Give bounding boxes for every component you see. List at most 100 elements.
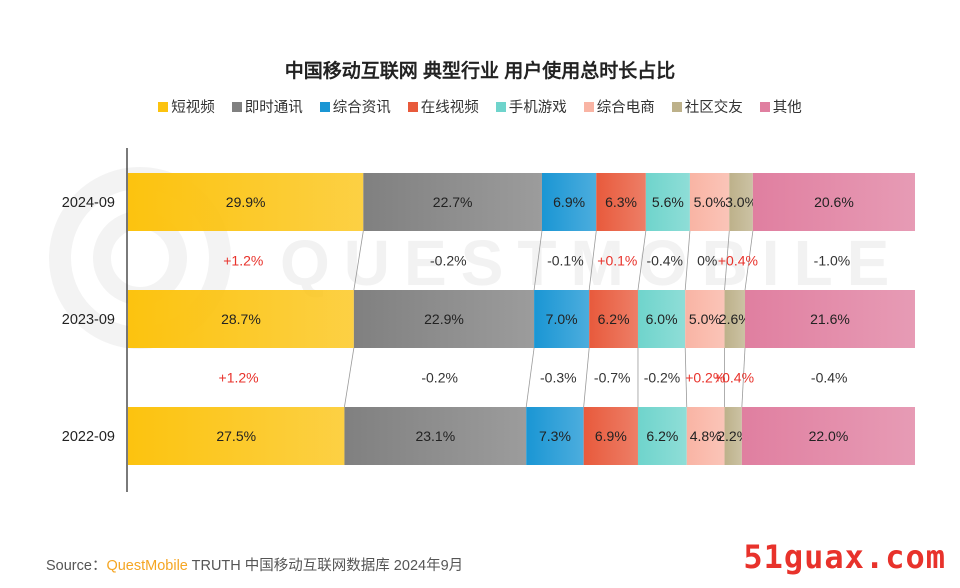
data-label: 22.9% (424, 311, 464, 327)
data-label: 27.5% (216, 428, 256, 444)
bar-segment (534, 290, 590, 348)
legend-label: 即时通讯 (244, 100, 303, 116)
data-label: 22.0% (809, 428, 849, 444)
connector-line (583, 347, 590, 408)
watermark-text: QUESTMOBILE (280, 227, 904, 299)
legend-item: 在线视频 (407, 96, 479, 117)
bar-segment (363, 173, 542, 231)
change-label: -1.0% (814, 253, 851, 269)
change-label: 0% (697, 253, 717, 269)
bar-segment (729, 173, 753, 231)
change-label: +0.4% (714, 370, 754, 386)
data-label: 2.2% (717, 428, 749, 444)
source-brand: QuestMobile (106, 558, 188, 574)
data-label: 2.6% (719, 311, 751, 327)
data-label: 6.2% (598, 311, 630, 327)
bar-segment (689, 173, 730, 231)
legend-item: 综合电商 (583, 96, 655, 117)
data-label: 23.1% (415, 428, 455, 444)
legend-swatch (407, 101, 418, 112)
bar-segment (685, 290, 725, 348)
data-label: 6.3% (605, 194, 637, 210)
legend-item: 社区交友 (671, 96, 743, 117)
change-label: -0.2% (644, 370, 681, 386)
source-prefix: Source： (46, 558, 107, 574)
bar-segment (637, 407, 687, 465)
data-label: 3.0% (725, 194, 757, 210)
source-text: TRUTH 中国移动互联网数据库 2024年9月 (187, 558, 464, 574)
bar-segment (645, 173, 690, 231)
legend-item: 即时通讯 (231, 96, 303, 117)
connector-line (353, 230, 364, 291)
change-label: +0.4% (718, 253, 758, 269)
data-label: 21.6% (810, 311, 850, 327)
bar-segment (745, 290, 915, 348)
chart-title: 中国移动互联网 典型行业 用户使用总时长占比 (284, 61, 676, 82)
bar-segment (128, 290, 354, 348)
data-label: 5.0% (689, 311, 721, 327)
site-watermark: 51guax.com (743, 538, 946, 576)
category-label: 2024-09 (62, 195, 115, 211)
source-note: Source：QuestMobile TRUTH 中国移动互联网数据库 2024… (46, 554, 463, 575)
change-label: +0.2% (685, 370, 725, 386)
legend-item: 其他 (759, 96, 802, 117)
legend-swatch (231, 101, 242, 112)
change-label: -0.2% (421, 370, 458, 386)
data-label: 6.0% (646, 311, 678, 327)
connector-line (588, 230, 597, 291)
connector-line (344, 347, 355, 408)
change-label: -0.1% (547, 253, 584, 269)
connector-line (724, 230, 730, 291)
legend-label: 在线视频 (420, 100, 479, 116)
legend-label: 手机游戏 (508, 100, 567, 116)
bar-segment (344, 407, 527, 465)
legend-item: 综合资讯 (319, 96, 391, 117)
bar-segment (724, 290, 746, 348)
legend-swatch (759, 101, 770, 112)
bar-segment (128, 407, 345, 465)
legend-label: 其他 (772, 100, 802, 116)
bar-segment (541, 173, 597, 231)
change-label: +1.2% (223, 253, 263, 269)
data-label: 6.9% (553, 194, 585, 210)
data-label: 20.6% (814, 194, 854, 210)
data-label: 5.0% (694, 194, 726, 210)
legend-swatch (158, 101, 169, 112)
bar-segment (724, 407, 742, 465)
data-label: 28.7% (221, 311, 261, 327)
data-label: 29.9% (226, 194, 266, 210)
legend-swatch (319, 101, 330, 112)
category-label: 2022-09 (62, 429, 115, 445)
legend-label: 综合电商 (596, 100, 655, 116)
legend-swatch (583, 101, 594, 112)
bar-segment (596, 173, 646, 231)
legend-swatch (671, 101, 682, 112)
data-label: 4.8% (690, 428, 722, 444)
change-label: +0.1% (597, 253, 637, 269)
connector-line (637, 230, 647, 291)
connector-line (525, 347, 535, 408)
bar-segment (741, 407, 915, 465)
bar-segment (128, 173, 364, 231)
change-label: -0.4% (646, 253, 683, 269)
data-label: 7.0% (546, 311, 578, 327)
category-label: 2023-09 (62, 312, 115, 328)
legend: 短视频 即时通讯 综合资讯 在线视频 手机游戏 综合电商 社区交友 其他 (0, 96, 960, 117)
legend-label: 综合资讯 (332, 100, 391, 116)
legend-label: 社区交友 (684, 100, 743, 116)
bar-segment (526, 407, 584, 465)
data-label: 6.9% (595, 428, 627, 444)
bar-segment (589, 290, 638, 348)
connector-line (741, 347, 746, 408)
bar-segment (583, 407, 638, 465)
change-label: -0.7% (594, 370, 631, 386)
connector-line (533, 230, 543, 291)
data-label: 5.6% (652, 194, 684, 210)
change-label: -0.2% (430, 253, 467, 269)
change-label: -0.3% (540, 370, 577, 386)
data-label: 22.7% (433, 194, 473, 210)
legend-item: 手机游戏 (495, 96, 567, 117)
bar-segment (353, 290, 535, 348)
bar-segment (637, 290, 686, 348)
